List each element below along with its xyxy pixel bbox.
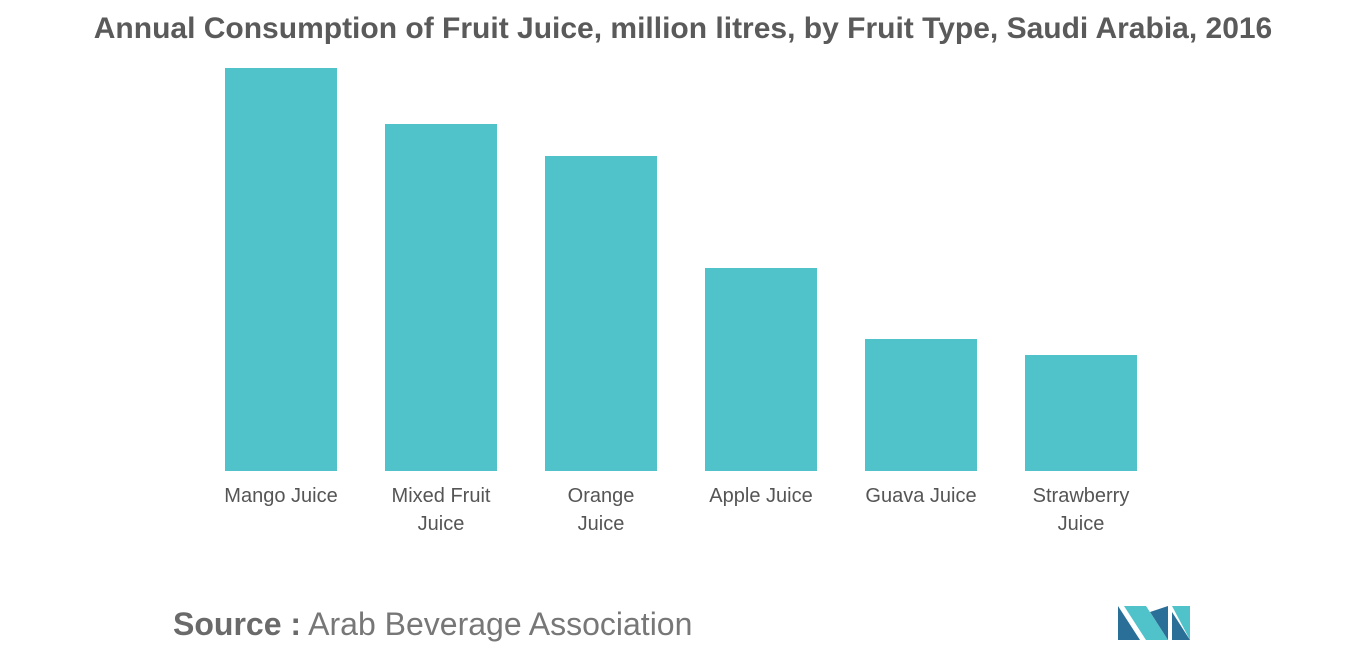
source-text: Arab Beverage Association — [308, 606, 693, 642]
bar — [705, 268, 817, 471]
x-tick-label: Guava Juice — [865, 485, 977, 507]
source: Source : Arab Beverage Association — [173, 606, 692, 643]
bar — [1025, 355, 1137, 471]
source-label: Source : — [173, 606, 302, 642]
bar — [545, 156, 657, 471]
x-tick-label: Mango Juice — [224, 485, 338, 507]
chart-title: Annual Consumption of Fruit Juice, milli… — [93, 12, 1273, 45]
x-tick-label: Orange Juice — [567, 485, 635, 535]
x-tick-label: Mixed Fruit Juice — [391, 485, 491, 535]
logo — [1118, 606, 1190, 640]
x-tick-label: Apple Juice — [709, 485, 813, 507]
bar — [385, 124, 497, 471]
bar — [225, 68, 337, 471]
bar — [865, 339, 977, 471]
x-tick-label: Strawberry Juice — [1032, 485, 1130, 535]
